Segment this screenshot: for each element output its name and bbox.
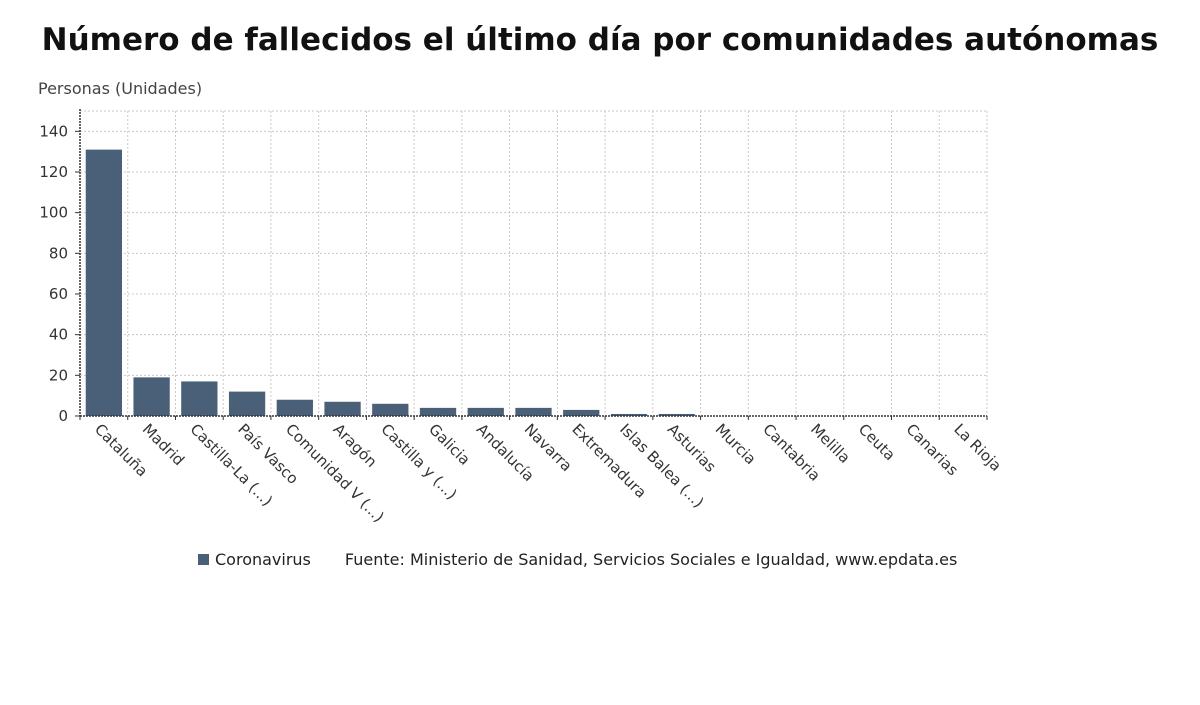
y-tick-label: 140 — [39, 122, 68, 140]
bar — [515, 407, 552, 416]
legend-swatch — [198, 554, 209, 565]
bar — [610, 413, 648, 416]
bar — [372, 403, 409, 416]
y-tick-label: 120 — [39, 163, 68, 181]
bar — [324, 401, 361, 416]
axes — [75, 109, 988, 420]
source-text: Fuente: Ministerio de Sanidad, Servicios… — [344, 550, 958, 569]
legend-series-name: Coronavirus — [215, 550, 311, 569]
y-tick-labels: 0 20 40 60 80 100 120 140 — [39, 122, 68, 425]
bar — [85, 149, 123, 416]
y-tick-label: 40 — [49, 326, 68, 344]
bar — [133, 377, 170, 416]
bar — [658, 413, 695, 416]
bar — [419, 407, 457, 416]
y-tick-label: 60 — [49, 285, 68, 303]
x-category-label: Murcia — [712, 420, 760, 468]
bar — [563, 409, 600, 416]
grid-lines — [80, 110, 988, 416]
y-tick-label: 0 — [58, 407, 68, 425]
y-tick-label: 20 — [49, 366, 68, 384]
x-category-label: Melilla — [807, 420, 854, 467]
y-tick-label: 80 — [49, 244, 68, 262]
legend: Coronavirus Fuente: Ministerio de Sanida… — [198, 550, 957, 569]
bar — [467, 407, 504, 416]
chart-title: Número de fallecidos el último día por c… — [41, 22, 1159, 58]
bars — [85, 149, 695, 416]
bar — [276, 399, 313, 416]
y-tick-label: 100 — [39, 204, 68, 222]
x-category-label: Islas Balea (...) — [616, 420, 707, 511]
x-category-label: Castilla-La (...) — [187, 420, 277, 510]
bar — [181, 381, 218, 416]
x-category-label: Ceuta — [855, 420, 899, 464]
y-axis-label: Personas (Unidades) — [38, 79, 203, 98]
bar — [228, 391, 266, 416]
